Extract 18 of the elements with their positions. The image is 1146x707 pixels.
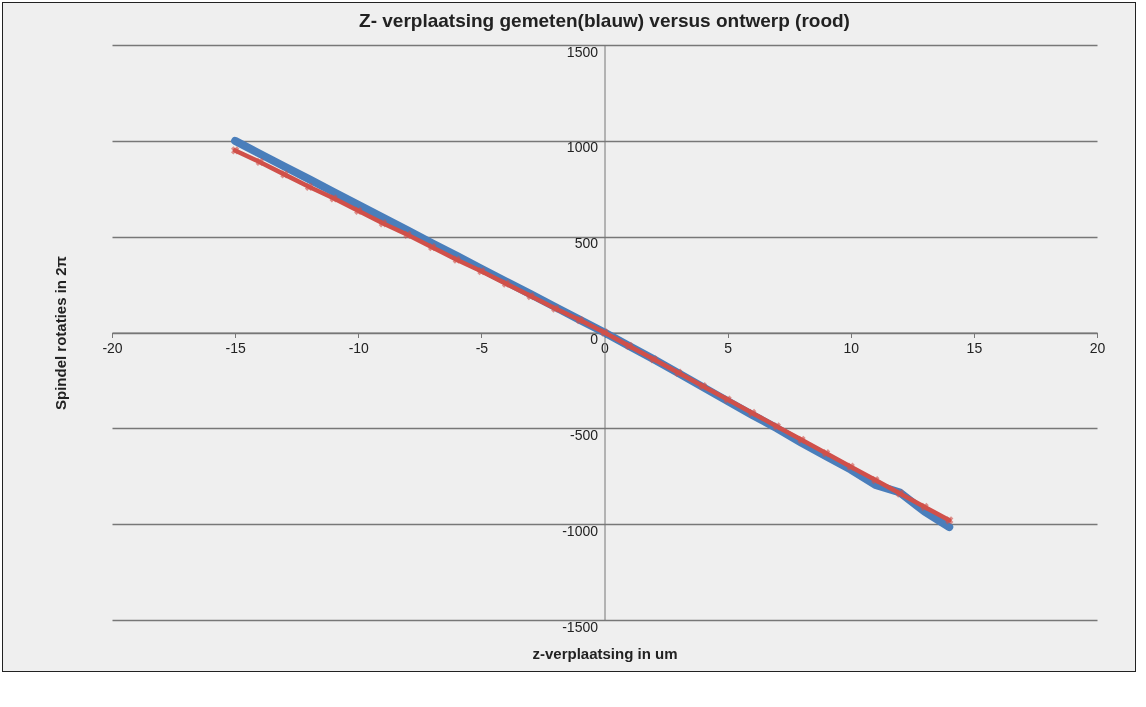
x-tick-label: 15 bbox=[966, 340, 983, 356]
x-tick-label: -15 bbox=[225, 340, 246, 356]
x-tick-label: 20 bbox=[1089, 340, 1106, 356]
y-tick-label: 500 bbox=[574, 235, 599, 252]
x-tick-label: -20 bbox=[102, 340, 123, 356]
x-tick-label: 5 bbox=[724, 340, 733, 356]
x-axis-title: z-verplaatsing in um bbox=[532, 644, 678, 662]
y-tick-label: -1000 bbox=[562, 522, 599, 539]
y-axis-title: Spindel rotaties in 2π bbox=[51, 255, 69, 411]
y-tick-label: 1000 bbox=[566, 139, 599, 156]
chart-title: Z- verplaatsing gemeten(blauw) versus ontwerp (rood) bbox=[359, 9, 850, 31]
y-tick-label: -1500 bbox=[562, 618, 599, 635]
x-tick-label: -5 bbox=[475, 340, 489, 356]
y-tick-label: 1500 bbox=[566, 43, 599, 60]
y-tick-label: -500 bbox=[569, 426, 599, 443]
x-tick-label: 10 bbox=[843, 340, 860, 356]
x-tick-label: 0 bbox=[601, 340, 610, 356]
x-tick-label: -10 bbox=[348, 340, 370, 356]
